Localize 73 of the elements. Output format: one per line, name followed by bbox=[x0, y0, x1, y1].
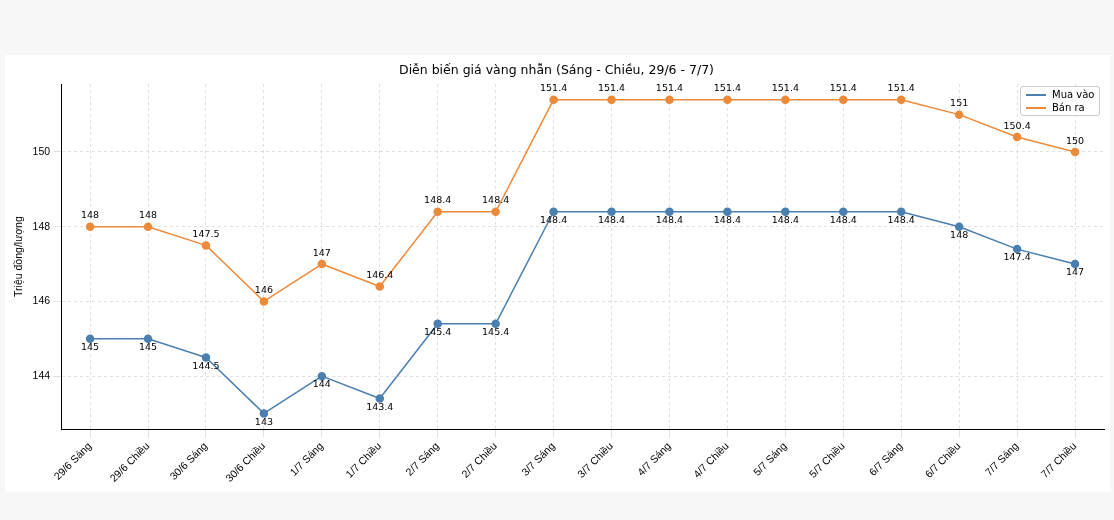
point bbox=[781, 95, 790, 104]
data-label: 151.4 bbox=[539, 82, 568, 94]
data-label: 148.4 bbox=[424, 194, 452, 206]
data-label: 148 bbox=[950, 228, 969, 240]
data-label: 148 bbox=[138, 209, 158, 221]
y-tick-label: 146 bbox=[32, 294, 51, 307]
data-label: 150.4 bbox=[1003, 119, 1031, 131]
legend-label: Mua vào bbox=[1052, 88, 1095, 101]
data-label: 145 bbox=[138, 340, 158, 352]
data-label: 150 bbox=[1065, 134, 1085, 146]
y-tick-label: 144 bbox=[32, 369, 51, 382]
point bbox=[607, 95, 616, 104]
data-label: 148.4 bbox=[887, 213, 915, 225]
point bbox=[375, 282, 385, 291]
data-label: 147.4 bbox=[1003, 251, 1031, 263]
point bbox=[549, 95, 558, 104]
data-label: 148.4 bbox=[771, 213, 799, 225]
data-label: 151 bbox=[950, 97, 969, 109]
data-label: 147 bbox=[1065, 266, 1085, 278]
data-label: 145.4 bbox=[482, 326, 510, 338]
point bbox=[665, 207, 674, 217]
data-label: 151.4 bbox=[887, 82, 915, 94]
point bbox=[723, 207, 732, 217]
data-label: 146 bbox=[254, 284, 273, 296]
data-label: 143.4 bbox=[366, 400, 394, 412]
point bbox=[1070, 259, 1080, 269]
point bbox=[896, 207, 906, 217]
data-label: 151.4 bbox=[597, 82, 626, 94]
point bbox=[143, 334, 153, 344]
point bbox=[317, 259, 327, 269]
point bbox=[1070, 147, 1080, 157]
point bbox=[201, 241, 211, 250]
point bbox=[433, 207, 442, 217]
point bbox=[954, 110, 964, 119]
point bbox=[317, 371, 327, 381]
y-tick-label: 150 bbox=[32, 144, 51, 157]
point bbox=[781, 207, 790, 217]
point bbox=[665, 95, 674, 104]
data-label: 148.4 bbox=[829, 213, 857, 225]
legend-label: Bán ra bbox=[1052, 101, 1085, 114]
point bbox=[491, 207, 500, 217]
data-label: 151.4 bbox=[655, 82, 684, 94]
point bbox=[839, 95, 848, 104]
data-label: 147 bbox=[312, 246, 331, 258]
point bbox=[491, 319, 500, 329]
data-label: 151.4 bbox=[713, 82, 742, 94]
data-label: 148 bbox=[81, 209, 100, 221]
point bbox=[607, 207, 616, 217]
data-label: 148.4 bbox=[597, 213, 626, 225]
point bbox=[85, 334, 95, 344]
point bbox=[896, 95, 906, 104]
data-label: 151.4 bbox=[771, 82, 799, 94]
data-label: 147.5 bbox=[192, 228, 220, 240]
data-label: 148.4 bbox=[713, 213, 742, 225]
point bbox=[375, 394, 385, 403]
point bbox=[723, 95, 732, 104]
data-label: 145 bbox=[81, 340, 100, 352]
point bbox=[259, 409, 269, 418]
point bbox=[259, 297, 269, 306]
y-tick-label: 148 bbox=[32, 219, 51, 232]
data-label: 151.4 bbox=[829, 82, 857, 94]
data-label: 148.4 bbox=[655, 213, 684, 225]
point bbox=[954, 222, 964, 231]
point bbox=[839, 207, 848, 217]
chart-title: Diễn biến giá vàng nhẫn (Sáng - Chiều, 29/6 - 7/7) bbox=[399, 61, 714, 77]
point bbox=[1012, 132, 1022, 142]
point bbox=[143, 222, 153, 231]
y-axis-title: Triệu đồng/lượng bbox=[12, 216, 25, 297]
point bbox=[85, 222, 95, 231]
data-label: 143 bbox=[254, 415, 273, 427]
data-label: 144 bbox=[312, 378, 331, 390]
point bbox=[1012, 244, 1022, 254]
point bbox=[201, 353, 211, 362]
